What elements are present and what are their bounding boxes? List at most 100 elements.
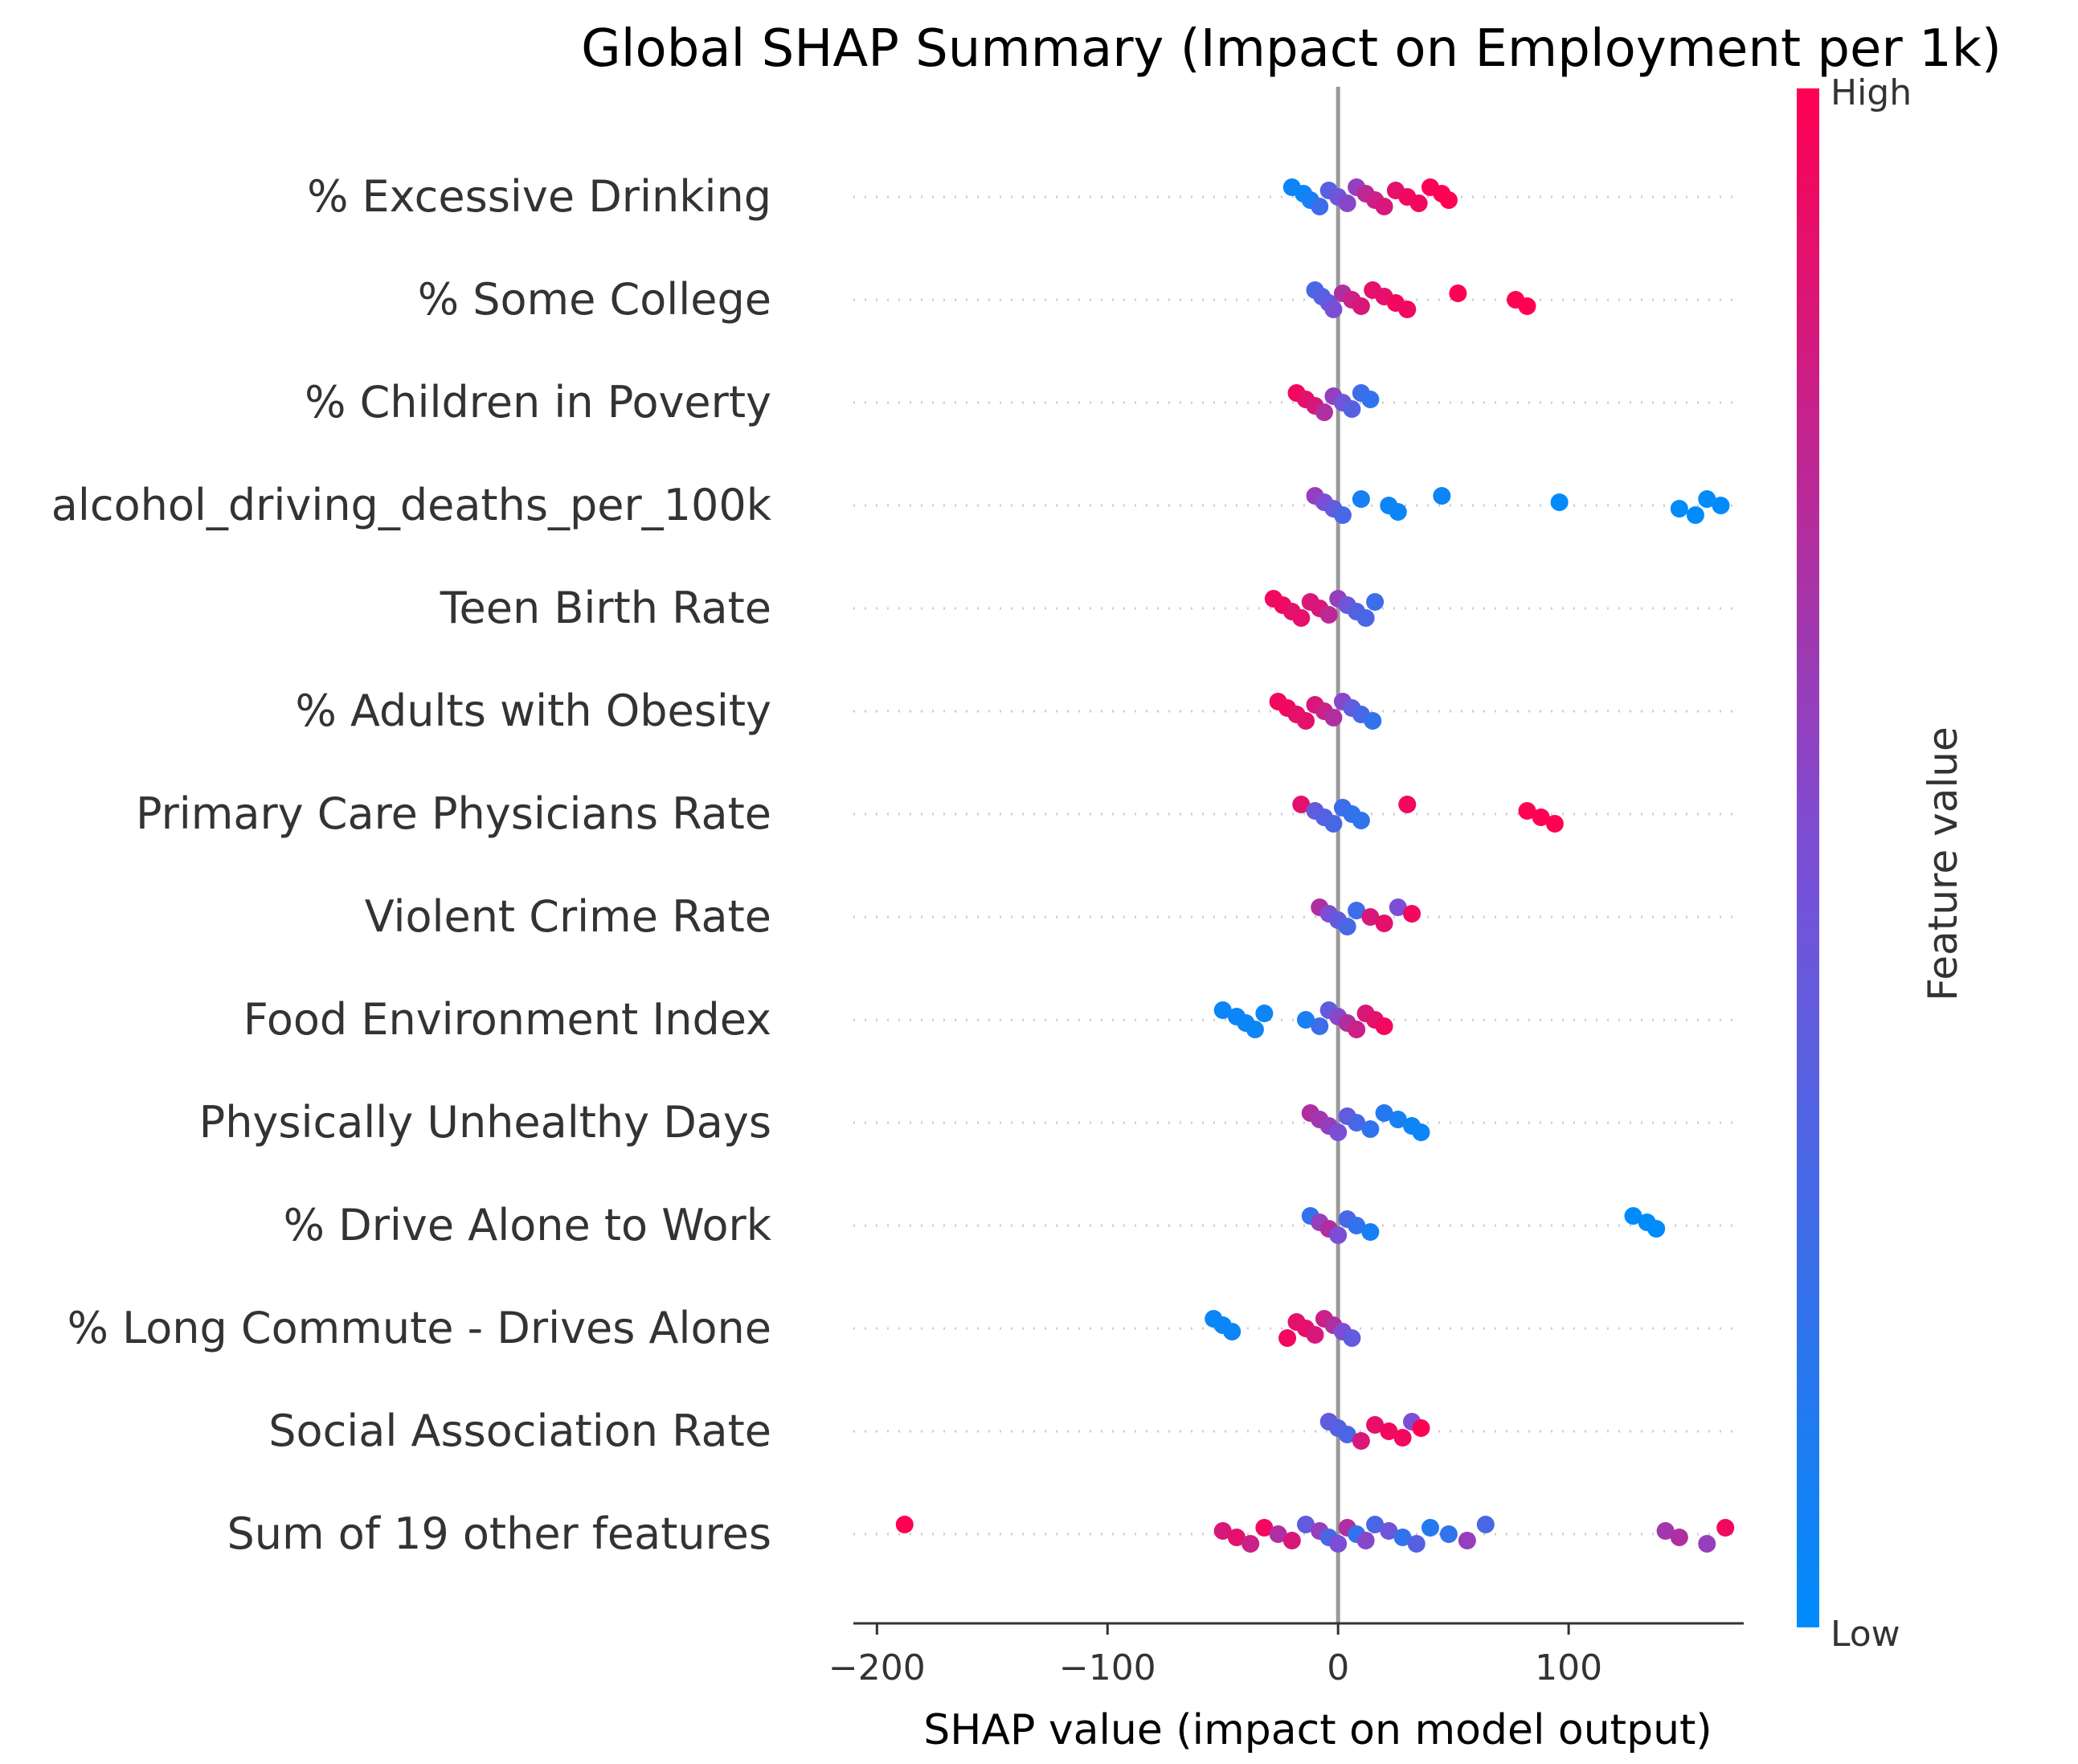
shap-point [1412, 1123, 1430, 1141]
shap-point [1409, 194, 1428, 212]
feature-label: Sum of 19 other features [227, 1508, 771, 1559]
shap-point [1532, 808, 1550, 826]
chart-title: Global SHAP Summary (Impact on Employmen… [581, 19, 2002, 79]
shap-point [1389, 1111, 1407, 1128]
shap-point [1361, 1223, 1380, 1241]
shap-point [1647, 1220, 1666, 1238]
shap-point [1421, 1519, 1439, 1537]
colorbar-low-label: Low [1831, 1614, 1900, 1655]
shap-point [1324, 815, 1343, 833]
shap-point [1348, 1021, 1366, 1038]
shap-point [1338, 194, 1356, 212]
shap-point [1352, 1432, 1370, 1450]
shap-point [1361, 1120, 1380, 1138]
shap-point [1698, 490, 1716, 508]
shap-point [1698, 1535, 1716, 1553]
feature-label: % Some College [418, 274, 771, 325]
feature-label: Food Environment Index [243, 994, 771, 1045]
feature-label: % Excessive Drinking [307, 171, 771, 222]
shap-point [1292, 609, 1311, 627]
shap-point [1255, 1005, 1274, 1022]
shap-point [1361, 908, 1380, 926]
x-tick-label: 100 [1535, 1647, 1602, 1688]
shap-point [1375, 915, 1393, 932]
shap-point [1315, 403, 1333, 421]
shap-point [1412, 1419, 1430, 1437]
shap-point [1518, 297, 1536, 315]
colorbar [1797, 88, 1819, 1627]
shap-point [1375, 1104, 1393, 1122]
shap-point [1255, 1519, 1274, 1537]
shap-point [1545, 815, 1564, 833]
shap-point [1324, 301, 1343, 318]
shap-point [1292, 796, 1311, 813]
shap-point [1393, 1529, 1412, 1546]
shap-point [1213, 1522, 1232, 1540]
shap-point [1670, 500, 1688, 518]
shap-point [1306, 1326, 1324, 1344]
shap-point [1656, 1522, 1675, 1540]
shap-point [1366, 593, 1385, 611]
shap-point [1223, 1323, 1241, 1340]
shap-point [1311, 198, 1329, 215]
beeswarm-points [895, 178, 1735, 1553]
feature-label: Social Association Rate [268, 1406, 771, 1456]
shap-point [1364, 712, 1382, 730]
shap-point [1550, 493, 1569, 511]
shap-point [1338, 1426, 1356, 1443]
shap-point [1361, 391, 1380, 408]
shap-point [1398, 796, 1417, 813]
feature-label: % Adults with Obesity [296, 686, 771, 736]
shap-point [1389, 503, 1407, 521]
shap-point [1348, 1217, 1366, 1234]
shap-point [1241, 1535, 1260, 1553]
shap-point [1716, 1519, 1735, 1537]
shap-point [1343, 1329, 1361, 1347]
shap-point [1686, 506, 1704, 524]
shap-point [1712, 497, 1730, 514]
shap-point [1343, 400, 1361, 418]
shap-point [1356, 1532, 1375, 1549]
shap-point [1380, 1522, 1398, 1540]
shap-point [1433, 487, 1451, 505]
shap-point [1375, 1017, 1393, 1035]
shap-point [1227, 1529, 1246, 1546]
shap-point [1324, 709, 1343, 726]
shap-point [1278, 1329, 1297, 1347]
shap-point [1329, 1123, 1348, 1141]
feature-label: Physically Unhealthy Days [199, 1097, 771, 1148]
shap-point [1449, 284, 1467, 302]
x-axis-label: SHAP value (impact on model output) [923, 1706, 1712, 1754]
shap-point [1380, 1422, 1398, 1440]
x-tick-label: −200 [828, 1647, 926, 1688]
feature-rows: % Excessive Drinking % Some College % Chil… [51, 171, 1736, 1559]
shap-point [1407, 1535, 1426, 1553]
shap-point [1439, 191, 1458, 209]
shap-point [1348, 902, 1366, 919]
feature-label: % Children in Poverty [305, 377, 771, 428]
shap-point [1352, 297, 1370, 315]
shap-point [1319, 606, 1338, 624]
feature-label: Violent Crime Rate [365, 891, 771, 942]
colorbar-high-label: High [1831, 72, 1912, 113]
shap-point [1338, 918, 1356, 935]
shap-point [1246, 1021, 1264, 1038]
x-tick-label: 0 [1327, 1647, 1349, 1688]
shap-point [1393, 1429, 1412, 1447]
shap-point [1403, 905, 1421, 923]
shap-point [1348, 1114, 1366, 1132]
shap-point [1282, 1532, 1301, 1549]
shap-point [1297, 1516, 1315, 1533]
shap-point [1439, 1525, 1458, 1543]
feature-label: % Drive Alone to Work [284, 1200, 772, 1250]
shap-point [1366, 1516, 1385, 1533]
shap-point [1670, 1529, 1688, 1546]
shap-point [1624, 1207, 1642, 1225]
shap-point [1329, 1535, 1348, 1553]
shap-point [1269, 1525, 1287, 1543]
feature-label: Teen Birth Rate [440, 583, 771, 633]
shap-point [1352, 812, 1370, 829]
shap-point [1389, 898, 1407, 916]
